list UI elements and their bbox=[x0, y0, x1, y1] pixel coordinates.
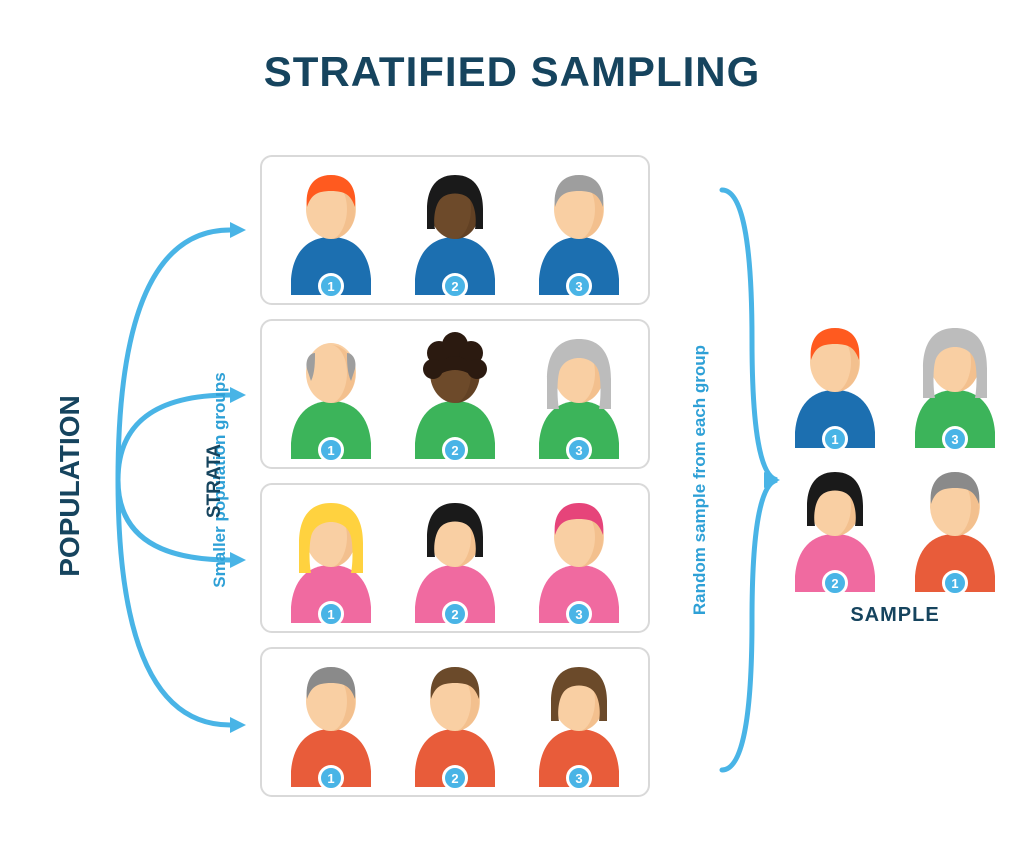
person-number-badge: 2 bbox=[822, 570, 848, 596]
person-number-badge: 3 bbox=[942, 426, 968, 452]
person-icon: 1 bbox=[281, 659, 381, 789]
person-icon: 2 bbox=[405, 495, 505, 625]
random-sample-label: Random sample from each group bbox=[690, 330, 710, 630]
population-label: POPULATION bbox=[54, 386, 86, 586]
person-number-badge: 3 bbox=[566, 601, 592, 627]
person-number-badge: 2 bbox=[442, 273, 468, 299]
person-icon: 3 bbox=[529, 495, 629, 625]
stratum-box: 1 2 3 bbox=[260, 483, 650, 633]
person-number-badge: 1 bbox=[318, 437, 344, 463]
person-number-badge: 2 bbox=[442, 437, 468, 463]
person-number-badge: 3 bbox=[566, 437, 592, 463]
strata-bold-label: STRATA bbox=[204, 406, 226, 556]
person-icon: 2 bbox=[405, 331, 505, 461]
person-icon: 3 bbox=[529, 167, 629, 297]
person-icon: 3 bbox=[905, 320, 1005, 450]
right-brace bbox=[712, 160, 782, 800]
person-number-badge: 3 bbox=[566, 765, 592, 791]
person-number-badge: 1 bbox=[318, 765, 344, 791]
stratum-box: 1 2 3 bbox=[260, 155, 650, 305]
sample-grid: 1 3 2 1 bbox=[780, 320, 1010, 594]
person-number-badge: 2 bbox=[442, 601, 468, 627]
person-number-badge: 3 bbox=[566, 273, 592, 299]
person-icon: 2 bbox=[405, 167, 505, 297]
person-icon: 1 bbox=[905, 464, 1005, 594]
person-icon: 2 bbox=[405, 659, 505, 789]
person-icon: 2 bbox=[785, 464, 885, 594]
strata-column: 1 2 3 1 2 3 1 2 bbox=[260, 155, 650, 797]
person-number-badge: 1 bbox=[822, 426, 848, 452]
person-icon: 3 bbox=[529, 659, 629, 789]
sample-area: 1 3 2 1 SAMPLE bbox=[780, 320, 1010, 627]
person-icon: 1 bbox=[785, 320, 885, 450]
person-icon: 1 bbox=[281, 331, 381, 461]
page-title: STRATIFIED SAMPLING bbox=[0, 48, 1024, 96]
person-icon: 3 bbox=[529, 331, 629, 461]
stratum-box: 1 2 3 bbox=[260, 647, 650, 797]
person-number-badge: 1 bbox=[318, 273, 344, 299]
stratum-box: 1 2 3 bbox=[260, 319, 650, 469]
person-icon: 1 bbox=[281, 495, 381, 625]
sample-label: SAMPLE bbox=[780, 604, 1010, 627]
person-icon: 1 bbox=[281, 167, 381, 297]
person-number-badge: 1 bbox=[942, 570, 968, 596]
person-number-badge: 1 bbox=[318, 601, 344, 627]
person-number-badge: 2 bbox=[442, 765, 468, 791]
